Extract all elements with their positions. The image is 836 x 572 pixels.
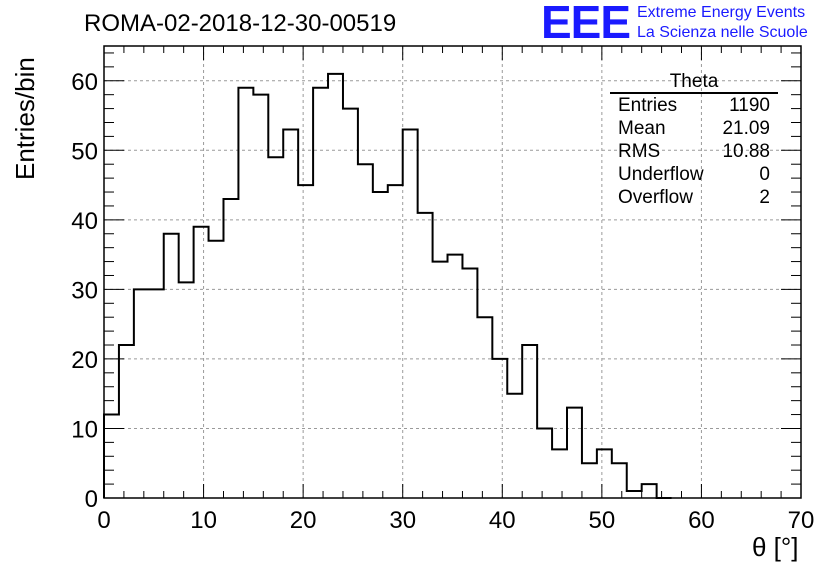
chart-title: ROMA-02-2018-12-30-00519 xyxy=(84,10,397,37)
histogram-bin xyxy=(582,463,597,498)
stats-value: 2 xyxy=(759,187,770,208)
logo-line-2: La Scienza nelle Scuole xyxy=(637,24,808,41)
histogram-bin xyxy=(567,408,582,498)
histogram-bin xyxy=(477,317,492,498)
stats-value: 21.09 xyxy=(722,118,770,139)
y-axis-label: Entries/bin xyxy=(10,57,40,180)
stats-row-entries: Entries 1190 xyxy=(610,94,778,117)
y-tick-label: 50 xyxy=(71,138,98,165)
stats-label: Mean xyxy=(618,118,666,139)
histogram-bin xyxy=(642,484,657,498)
stats-label: RMS xyxy=(618,141,661,162)
x-tick-label: 50 xyxy=(589,507,616,534)
histogram-bin xyxy=(194,227,209,498)
stats-value: 0 xyxy=(759,164,770,185)
histogram-bin xyxy=(373,192,388,498)
y-tick-label: 10 xyxy=(71,416,98,443)
histogram-bin xyxy=(179,282,194,498)
histogram-bin xyxy=(209,241,224,498)
histogram-bin xyxy=(358,164,373,498)
histogram-bin xyxy=(298,185,313,498)
x-tick-label: 10 xyxy=(190,507,217,534)
histogram-bin xyxy=(552,449,567,498)
stats-label: Underflow xyxy=(618,164,704,185)
histogram-bin xyxy=(537,428,552,498)
histogram-bin xyxy=(268,157,283,498)
stats-value: 10.88 xyxy=(722,141,770,162)
stats-row-mean: Mean 21.09 xyxy=(610,117,778,140)
x-tick-label: 40 xyxy=(489,507,516,534)
x-tick-label: 30 xyxy=(389,507,416,534)
logo-line-1: Extreme Energy Events xyxy=(637,4,806,21)
y-tick-label: 0 xyxy=(85,486,98,513)
histogram-bin xyxy=(627,491,642,498)
x-tick-label: 0 xyxy=(97,507,110,534)
histogram-bin xyxy=(313,88,328,498)
logo-caption: Extreme Energy Events La Scienza nelle S… xyxy=(637,3,808,43)
plot-frame xyxy=(103,45,802,499)
y-tick-label: 20 xyxy=(71,347,98,374)
histogram-bin xyxy=(522,345,537,498)
stats-row-overflow: Overflow 2 xyxy=(610,186,778,209)
stats-value: 1190 xyxy=(729,95,770,116)
histogram-bin xyxy=(612,463,627,498)
histogram-bin xyxy=(418,213,433,498)
histogram-bin xyxy=(253,95,268,498)
x-tick-label: 70 xyxy=(788,507,815,534)
y-tick-label: 60 xyxy=(71,69,98,96)
histogram-bin xyxy=(492,359,507,498)
histogram-bin xyxy=(462,269,477,498)
histogram-bin xyxy=(238,88,253,498)
histogram-bin xyxy=(507,394,522,498)
x-tick-label: 20 xyxy=(290,507,317,534)
histogram-bin xyxy=(119,345,134,498)
stats-title: Theta xyxy=(610,72,778,94)
histogram-bin xyxy=(164,234,179,498)
stats-row-underflow: Underflow 0 xyxy=(610,163,778,186)
x-axis-label: θ [°] xyxy=(752,532,799,562)
x-tick-label: 60 xyxy=(688,507,715,534)
histogram-bin xyxy=(597,449,612,498)
histogram-bin xyxy=(403,129,418,498)
y-tick-label: 40 xyxy=(71,208,98,235)
histogram-bin xyxy=(448,255,463,498)
histogram-bin xyxy=(433,262,448,498)
histogram-bin xyxy=(134,289,149,498)
histogram-outline xyxy=(103,72,672,499)
histogram-bin xyxy=(104,415,119,498)
eee-logo: EEE xyxy=(541,0,631,48)
histogram-bin xyxy=(283,129,298,498)
histogram-bin xyxy=(223,199,238,498)
stats-label: Entries xyxy=(618,95,678,116)
stats-label: Overflow xyxy=(618,187,693,208)
histogram-bin xyxy=(388,185,403,498)
histogram-bin xyxy=(149,289,164,498)
y-tick-label: 30 xyxy=(71,277,98,304)
histogram-bin xyxy=(328,74,343,498)
stats-row-rms: RMS 10.88 xyxy=(610,140,778,163)
histogram-bin xyxy=(343,109,358,498)
stats-box: Theta Entries 1190 Mean 21.09 RMS 10.88 Und… xyxy=(610,72,778,209)
